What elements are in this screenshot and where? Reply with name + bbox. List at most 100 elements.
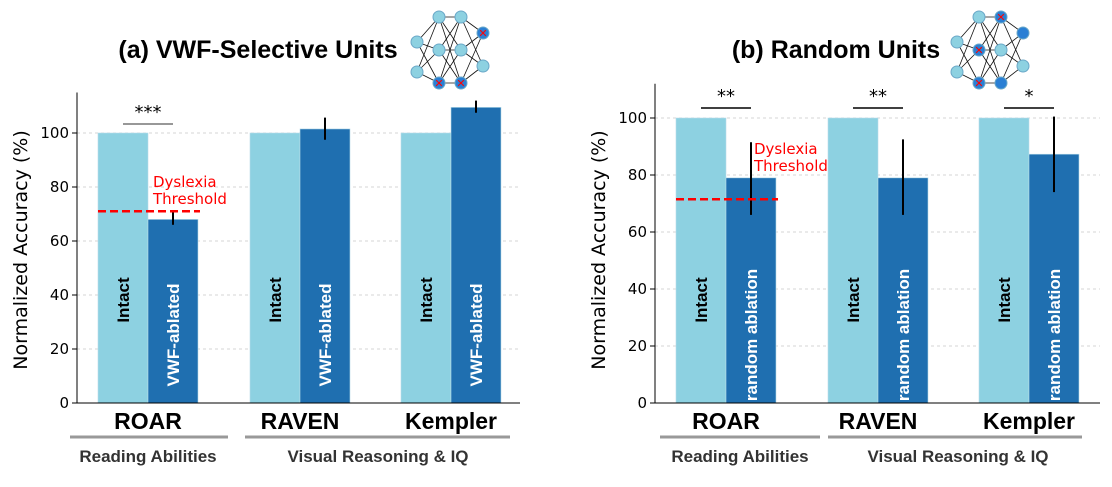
significance-stars: *** bbox=[135, 102, 162, 123]
neuron bbox=[972, 43, 986, 57]
bar-ROAR-random ablation bbox=[725, 177, 777, 404]
bar-label: Intact bbox=[417, 277, 436, 323]
connection bbox=[438, 16, 462, 51]
bar-Kempler-Intact bbox=[400, 132, 452, 404]
bar-Kempler-VWF-ablated bbox=[450, 107, 502, 404]
threshold-label: Threshold bbox=[152, 190, 227, 208]
y-tick-label: 60 bbox=[628, 223, 647, 241]
group-label: Reading Abilities bbox=[671, 447, 808, 466]
bar-RAVEN-VWF-ablated bbox=[299, 128, 351, 404]
bar-Kempler-random ablation bbox=[1028, 153, 1080, 404]
ablated-x-icon: ✕ bbox=[478, 27, 487, 40]
neuron bbox=[994, 43, 1008, 57]
neuron bbox=[454, 76, 468, 90]
connection bbox=[460, 32, 484, 84]
panel-b: 0 20 40 60 80 100 Intact random ablation ROAR ** I… bbox=[588, 10, 1100, 466]
neural-network-icon: ✕ ✕ ✕ bbox=[950, 10, 1030, 90]
threshold-label: Dyslexia bbox=[153, 173, 217, 191]
ablated-x-icon: ✕ bbox=[996, 11, 1005, 24]
y-tick-label: 100 bbox=[40, 124, 69, 142]
neuron bbox=[454, 43, 468, 57]
category-label: Kempler bbox=[983, 408, 1075, 434]
bar-Kempler-Intact bbox=[978, 117, 1030, 404]
neuron bbox=[994, 76, 1008, 90]
neuron bbox=[454, 10, 468, 24]
connection bbox=[956, 41, 980, 84]
neuron bbox=[432, 10, 446, 24]
ablated-x-icon: ✕ bbox=[456, 77, 465, 90]
connection bbox=[1000, 32, 1024, 84]
category-label: RAVEN bbox=[261, 408, 340, 434]
bar-label: VWF-ablated bbox=[316, 284, 335, 387]
significance-stars: ** bbox=[717, 86, 735, 107]
connection bbox=[416, 41, 440, 84]
ablated-x-icon: ✕ bbox=[434, 77, 443, 90]
y-tick-label: 20 bbox=[628, 337, 647, 355]
connection bbox=[978, 16, 1002, 51]
y-tick-label: 0 bbox=[637, 394, 647, 412]
connection bbox=[416, 16, 440, 73]
connection bbox=[978, 49, 1002, 84]
y-axis-label: Normalized Accuracy (%) bbox=[588, 130, 610, 369]
bar-label: random ablation bbox=[894, 269, 913, 401]
bar-label: random ablation bbox=[1045, 269, 1064, 401]
connection bbox=[978, 16, 1002, 84]
bar-label: VWF-ablated bbox=[164, 284, 183, 387]
y-axis-label: Normalized Accuracy (%) bbox=[10, 130, 32, 369]
neuron bbox=[1016, 26, 1030, 40]
neuron bbox=[476, 59, 490, 73]
category-label: ROAR bbox=[692, 408, 760, 434]
category-label: RAVEN bbox=[839, 408, 918, 434]
bar-RAVEN-random ablation bbox=[877, 177, 929, 404]
category-label: Kempler bbox=[405, 408, 497, 434]
bar-label: Intact bbox=[266, 277, 285, 323]
group-label: Visual Reasoning & IQ bbox=[867, 447, 1048, 466]
significance-stars: ** bbox=[869, 86, 887, 107]
neuron bbox=[410, 35, 424, 49]
neuron bbox=[1016, 59, 1030, 73]
y-tick-label: 80 bbox=[50, 178, 69, 196]
group-label: Reading Abilities bbox=[79, 447, 216, 466]
y-tick-label: 20 bbox=[50, 340, 69, 358]
chart-title: (b) Random Units bbox=[732, 36, 940, 64]
ablated-x-icon: ✕ bbox=[974, 44, 983, 57]
connection bbox=[438, 16, 462, 84]
neuron bbox=[994, 10, 1008, 24]
y-tick-label: 100 bbox=[618, 109, 647, 127]
y-tick-label: 80 bbox=[628, 166, 647, 184]
neuron bbox=[410, 65, 424, 79]
bar-ROAR-Intact bbox=[675, 117, 727, 404]
bar-label: Intact bbox=[995, 277, 1014, 323]
bar-label: Intact bbox=[114, 277, 133, 323]
category-label: ROAR bbox=[114, 408, 182, 434]
neuron bbox=[972, 10, 986, 24]
threshold-label: Threshold bbox=[753, 157, 828, 175]
connection bbox=[956, 16, 980, 73]
neuron bbox=[432, 43, 446, 57]
bar-ROAR-Intact bbox=[97, 132, 149, 404]
bar-label: VWF-ablated bbox=[467, 284, 486, 387]
bar-RAVEN-Intact bbox=[249, 132, 301, 404]
bar-label: Intact bbox=[844, 277, 863, 323]
bar-ROAR-VWF-ablated bbox=[147, 219, 199, 404]
significance-stars: * bbox=[1025, 86, 1034, 107]
neural-network-icon: ✕ ✕ ✕ bbox=[410, 10, 490, 90]
neuron bbox=[972, 76, 986, 90]
y-tick-label: 60 bbox=[50, 232, 69, 250]
y-tick-label: 40 bbox=[50, 286, 69, 304]
y-tick-label: 40 bbox=[628, 280, 647, 298]
ablated-x-icon: ✕ bbox=[974, 77, 983, 90]
connection bbox=[438, 49, 462, 84]
threshold-label: Dyslexia bbox=[754, 140, 818, 158]
group-label: Visual Reasoning & IQ bbox=[287, 447, 468, 466]
bar-RAVEN-Intact bbox=[827, 117, 879, 404]
neuron bbox=[432, 76, 446, 90]
y-tick-label: 0 bbox=[59, 394, 69, 412]
panel-a: 0 20 40 60 80 100 Intact VWF-ablated ROAR *** Inta… bbox=[10, 10, 520, 466]
bar-label: Intact bbox=[692, 277, 711, 323]
chart-title: (a) VWF-Selective Units bbox=[118, 36, 397, 64]
neuron bbox=[950, 35, 964, 49]
neuron bbox=[476, 26, 490, 40]
neuron bbox=[950, 65, 964, 79]
